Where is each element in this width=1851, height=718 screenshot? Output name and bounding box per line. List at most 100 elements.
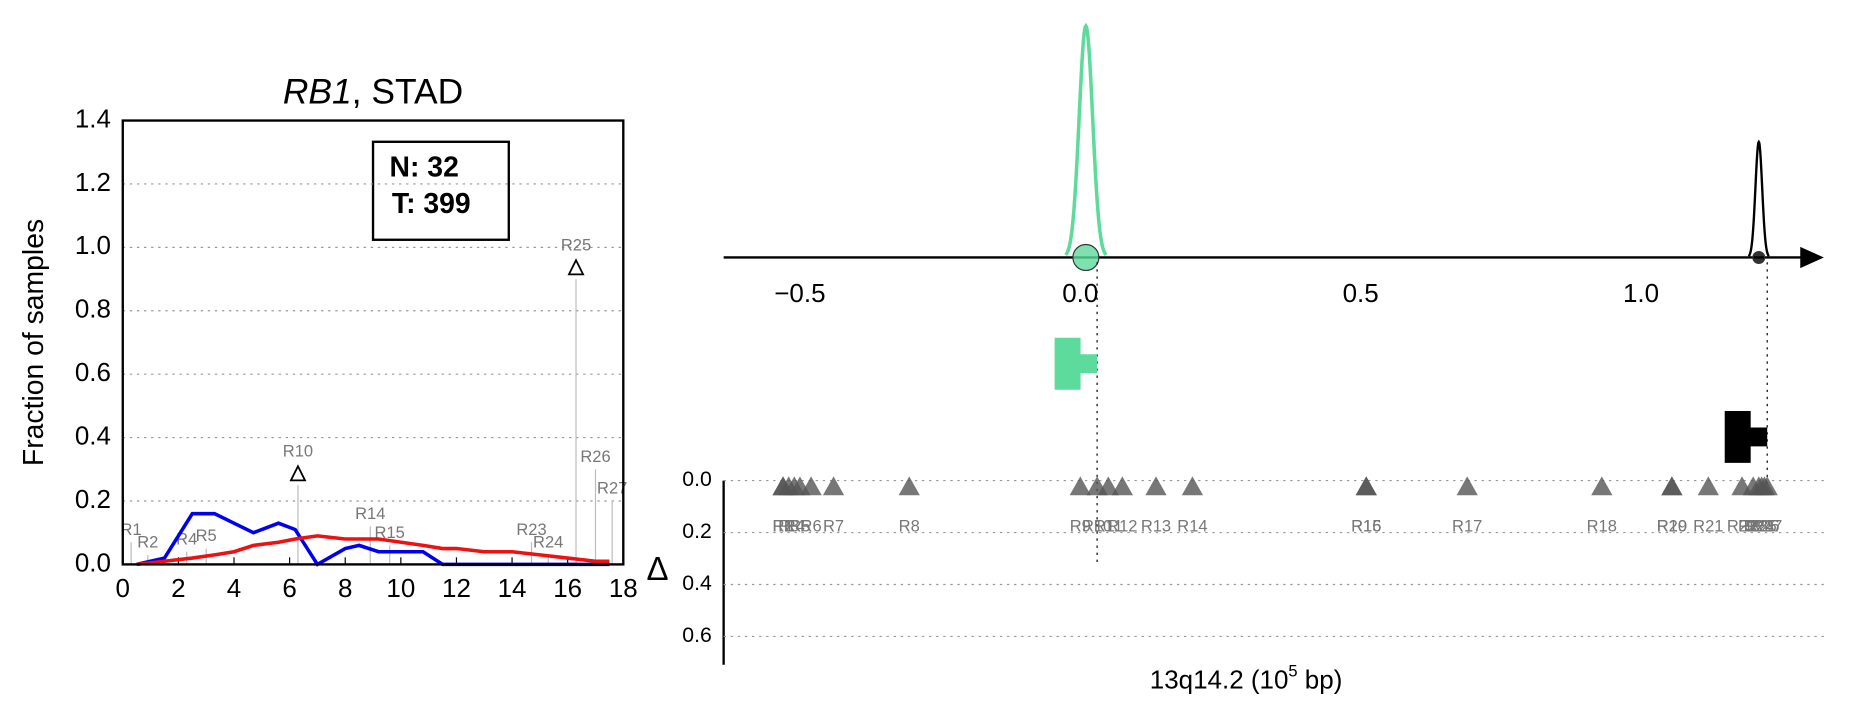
region-label: R15: [1351, 516, 1381, 535]
y-axis-label: Fraction of samples: [18, 219, 50, 466]
chart-title: RB1, STAD: [283, 72, 463, 112]
y-tick-label: 0.0: [75, 547, 111, 577]
region-label: R2: [773, 516, 794, 535]
region-label: R25: [1746, 516, 1776, 535]
title-gene: RB1: [283, 72, 352, 112]
y-tick-label: 0.2: [75, 484, 111, 514]
x-axis-arrow: [1800, 246, 1824, 269]
annotation-label: R14: [355, 504, 385, 523]
title-rest: , STAD: [352, 72, 463, 112]
density-curve: [1064, 22, 1108, 256]
region-label: R1: [773, 516, 794, 535]
region-marker: [1355, 476, 1377, 496]
region-label: R14: [1177, 516, 1207, 535]
xlabel-sup: 5: [1288, 661, 1297, 680]
x-tick-label: 0.5: [1343, 278, 1379, 308]
x-tick-label: 8: [338, 573, 352, 603]
delta-label: Δ: [646, 551, 668, 588]
region-marker: [1181, 476, 1204, 496]
region-label: R4: [784, 516, 805, 535]
region-marker: [1145, 476, 1167, 496]
x-axis-label: 13q14.2 (105 bp): [1150, 661, 1343, 694]
annotation-label: R25: [561, 235, 591, 254]
x-tick-label: 6: [282, 573, 296, 603]
xlabel-b: bp): [1298, 664, 1343, 694]
y-tick-label: 0.6: [682, 623, 712, 647]
region-label: R24: [1744, 516, 1774, 535]
y-tick-label: 0.2: [682, 519, 712, 543]
region-label: R9: [1070, 516, 1091, 535]
region-marker: [1097, 476, 1119, 496]
annotation-label: R23: [516, 520, 546, 539]
component-center: [1072, 243, 1100, 272]
site-block: [1724, 410, 1768, 463]
region-label: R22: [1727, 516, 1757, 535]
region-marker: [1069, 476, 1091, 496]
region-label: R27: [1752, 516, 1782, 535]
region-marker: [1456, 476, 1478, 496]
region-marker: [800, 476, 822, 496]
region-label: R13: [1141, 516, 1171, 535]
series-line: [136, 534, 610, 567]
y-tick-label: 0.8: [75, 294, 111, 324]
region-label: R11: [1094, 516, 1123, 535]
legend-n: N: 32: [390, 151, 459, 183]
annotation-marker: [567, 258, 585, 276]
site-block: [1054, 337, 1098, 390]
region-label: R3: [778, 516, 799, 535]
region-label: R21: [1693, 516, 1723, 535]
region-label: R18: [1587, 516, 1617, 535]
annotation-marker: [289, 464, 307, 482]
annotation-label: R2: [137, 532, 158, 551]
region-label: R26: [1749, 516, 1779, 535]
density-curve: [1747, 139, 1770, 257]
x-tick-label: 4: [227, 573, 241, 603]
annotation-label: R24: [533, 532, 563, 551]
region-label: R19: [1657, 516, 1687, 535]
region-label: R16: [1351, 516, 1381, 535]
region-label: R10: [1082, 516, 1112, 535]
annotation-label: R5: [196, 526, 217, 545]
region-label: R7: [823, 516, 844, 535]
y-tick-label: 0.4: [682, 571, 712, 595]
annotation-label: R15: [375, 523, 405, 542]
region-marker: [1756, 476, 1778, 496]
y-tick-label: 0.0: [682, 467, 712, 491]
annotation-label: R27: [597, 479, 627, 498]
x-tick-label: −0.5: [774, 278, 825, 308]
x-tick-label: 12: [442, 573, 471, 603]
region-marker: [1111, 476, 1133, 496]
region-marker: [822, 476, 845, 496]
y-tick-label: 0.4: [75, 420, 111, 450]
x-tick-label: 0.0: [1062, 278, 1098, 308]
region-marker: [1661, 476, 1683, 496]
x-tick-label: 0: [116, 573, 130, 603]
x-tick-label: 16: [553, 573, 582, 603]
y-tick-label: 0.6: [75, 357, 111, 387]
region-label: R20: [1657, 516, 1687, 535]
region-label: R6: [801, 516, 822, 535]
plot-frame: [121, 119, 625, 566]
x-tick-label: 14: [498, 573, 527, 603]
annotation-label: R1: [121, 520, 142, 539]
y-tick-label: 1.0: [75, 230, 111, 260]
region-label: R12: [1107, 516, 1137, 535]
region-label: R17: [1452, 516, 1482, 535]
legend-t: T: 399: [392, 188, 471, 220]
region-label: R23: [1738, 516, 1768, 535]
region-marker: [1697, 476, 1719, 496]
region-label: R8: [899, 516, 920, 535]
legend-box: [371, 140, 510, 241]
x-tick-label: 2: [171, 573, 185, 603]
region-marker: [1591, 476, 1613, 496]
y-tick-label: 1.4: [75, 103, 111, 133]
region-marker: [898, 476, 920, 496]
component-center: [1752, 250, 1766, 264]
annotation-label: R26: [580, 447, 610, 466]
xlabel-a: 13q14.2 (10: [1150, 664, 1289, 694]
x-tick-label: 10: [386, 573, 415, 603]
region-label: R5: [789, 516, 810, 535]
x-tick-label: 18: [609, 573, 638, 603]
